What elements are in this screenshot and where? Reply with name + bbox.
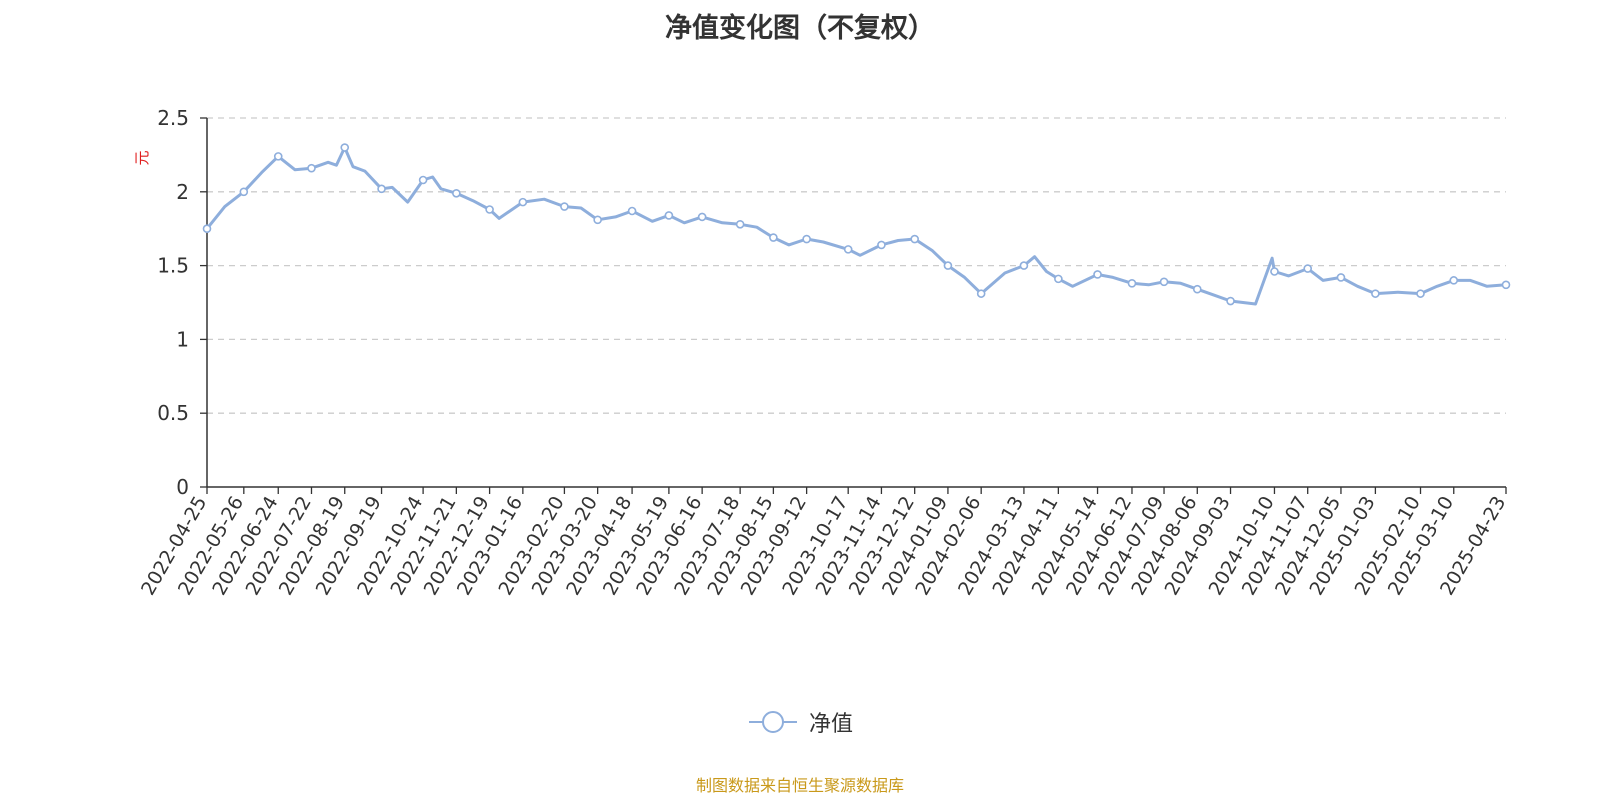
data-point — [769, 233, 778, 242]
y-tick-label: 1 — [176, 327, 189, 351]
data-point — [1192, 284, 1202, 294]
data-point — [518, 197, 528, 207]
data-point — [802, 234, 811, 244]
data-point — [976, 289, 986, 298]
data-point — [1501, 280, 1511, 290]
data-point — [1159, 277, 1169, 287]
data-point — [877, 240, 886, 250]
data-point — [910, 234, 919, 244]
data-point — [1449, 276, 1459, 285]
legend-series-label: 净值 — [808, 712, 853, 737]
data-point — [1371, 289, 1380, 298]
y-tick-label: 1.5 — [157, 254, 189, 278]
data-point — [627, 206, 637, 216]
y-tick-label: 0 — [176, 475, 189, 499]
data-point — [307, 163, 316, 173]
data-point — [1019, 261, 1029, 270]
data-point — [735, 219, 745, 229]
data-point — [943, 261, 953, 270]
data-point — [1054, 274, 1063, 284]
data-point — [593, 215, 602, 225]
data-point — [273, 152, 283, 161]
chart-title: 净值变化图（不复权） — [665, 13, 935, 44]
data-point — [697, 212, 707, 222]
y-tick-label: 0.5 — [157, 401, 189, 425]
data-point — [843, 245, 853, 254]
data-point — [202, 224, 212, 233]
data-point — [377, 184, 386, 194]
data-point — [485, 205, 494, 214]
data-point — [452, 188, 461, 198]
data-point — [1127, 279, 1137, 288]
data-point — [1336, 273, 1346, 282]
series-line — [205, 146, 1507, 306]
data-point — [664, 211, 674, 220]
legend[interactable]: 净值 — [0, 706, 1600, 738]
data-point — [560, 202, 569, 211]
legend-series-marker — [748, 711, 797, 733]
y-axis-unit: 元 — [133, 150, 151, 165]
data-point — [418, 175, 428, 185]
data-point — [1226, 296, 1235, 306]
data-point — [1270, 267, 1279, 276]
source-note: 制图数据来自恒生聚源数据库 — [695, 776, 904, 795]
data-point — [1303, 264, 1313, 273]
data-point — [340, 143, 350, 152]
y-tick-label: 2 — [176, 180, 189, 204]
data-point — [239, 187, 249, 197]
data-point — [1093, 270, 1102, 279]
data-point — [1416, 289, 1425, 298]
y-tick-label: 2.5 — [157, 106, 189, 130]
